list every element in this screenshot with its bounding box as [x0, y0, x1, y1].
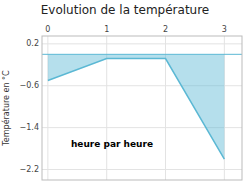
y-axis-label: Température en °C — [1, 70, 11, 147]
area — [48, 54, 224, 159]
chart: 0.2 −0.6 −1.4 −2.2 0 1 2 3 Evolution de la tempé… — [0, 0, 250, 188]
x-tick-label: 3 — [222, 25, 227, 34]
x-tick-label: 0 — [45, 25, 50, 34]
plot-area — [42, 36, 242, 180]
frame — [42, 36, 242, 180]
y-tick-label: 0.2 — [26, 39, 39, 48]
grid-line — [42, 43, 242, 44]
x-axis-label: heure par heure — [71, 139, 153, 149]
baseline — [42, 54, 242, 55]
series — [42, 54, 242, 159]
y-tick-label: −0.6 — [20, 81, 39, 90]
line — [48, 59, 224, 160]
grid-line — [42, 169, 242, 170]
y-tick-label: −1.4 — [20, 123, 39, 132]
y-tick-label: −2.2 — [20, 165, 39, 174]
x-tick-label: 1 — [104, 25, 109, 34]
title: Evolution de la température — [41, 3, 210, 17]
x-tick-label: 2 — [163, 25, 168, 34]
